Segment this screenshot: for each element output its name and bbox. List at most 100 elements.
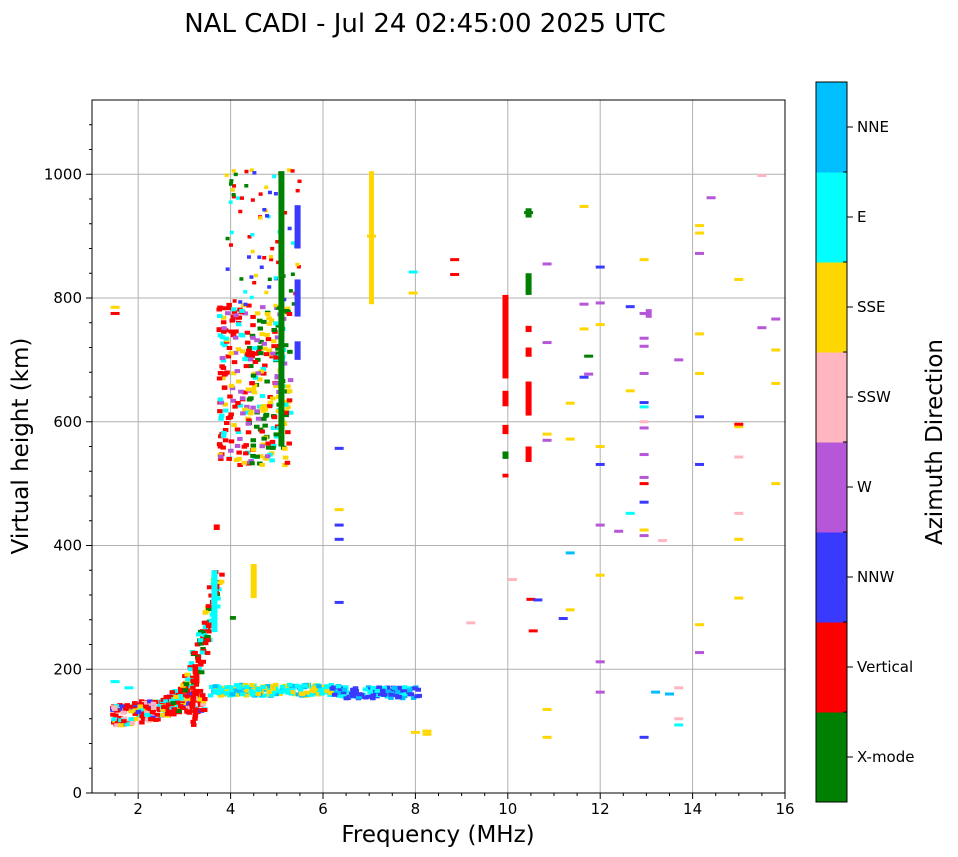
echo-point xyxy=(133,716,139,721)
echo-point xyxy=(198,707,204,712)
echo-point xyxy=(218,416,224,421)
echo-point xyxy=(255,371,261,376)
echo-column xyxy=(294,205,301,249)
x-tick-label: 8 xyxy=(411,800,421,818)
x-axis-ticks: 2 4 6 8 10 12 14 16 xyxy=(114,793,795,818)
echo-point xyxy=(284,460,291,465)
y-axis-label: Virtual height (km) xyxy=(8,338,34,555)
echo-point xyxy=(295,692,302,697)
echo-point xyxy=(265,445,272,450)
echo-point xyxy=(260,366,266,371)
echo-point xyxy=(584,354,594,358)
echo-point xyxy=(450,258,460,262)
echo-point xyxy=(338,688,345,693)
x-tick-label: 2 xyxy=(133,800,143,818)
echo-point xyxy=(329,686,336,691)
echo-point xyxy=(422,732,432,736)
echo-point xyxy=(243,364,250,369)
echo-point xyxy=(261,436,267,441)
echo-point xyxy=(324,684,330,689)
echo-point xyxy=(255,416,262,421)
echo-point xyxy=(335,690,342,695)
echo-point xyxy=(296,684,302,689)
echo-point xyxy=(220,320,227,325)
echo-point xyxy=(275,351,281,356)
echo-point xyxy=(161,705,167,710)
echo-point xyxy=(233,683,240,688)
echo-point xyxy=(526,597,536,601)
echo-point xyxy=(249,295,254,300)
echo-point xyxy=(270,246,275,251)
echo-point xyxy=(280,689,287,694)
echo-point xyxy=(192,670,199,675)
echo-point xyxy=(150,701,157,706)
echo-point xyxy=(286,311,293,316)
echo-point xyxy=(178,696,184,701)
echo-column xyxy=(502,424,509,435)
echo-point xyxy=(367,689,373,694)
echo-point xyxy=(249,168,254,172)
x-tick-label: 6 xyxy=(318,800,328,818)
echo-point xyxy=(249,354,255,359)
echo-point xyxy=(114,718,121,723)
echo-point xyxy=(639,528,649,532)
echo-point xyxy=(771,317,781,321)
echo-point xyxy=(319,691,325,696)
echo-point xyxy=(285,405,291,410)
echo-point xyxy=(238,300,243,304)
echo-point xyxy=(144,712,150,717)
echo-point xyxy=(297,688,304,693)
echo-point xyxy=(236,196,241,200)
echo-point xyxy=(658,539,668,543)
echo-point xyxy=(259,265,264,269)
echo-point xyxy=(128,717,134,722)
echo-point xyxy=(392,686,398,691)
echo-point xyxy=(273,381,279,386)
x-tick-label: 16 xyxy=(775,800,794,818)
echo-point xyxy=(269,354,275,359)
echo-point xyxy=(190,678,196,683)
echo-point xyxy=(259,332,266,337)
echo-point xyxy=(639,500,649,504)
echo-point xyxy=(264,214,269,218)
colorbar-segment xyxy=(816,352,847,443)
echo-point xyxy=(184,694,190,699)
echo-point xyxy=(579,302,589,306)
echo-point xyxy=(396,685,403,690)
echo-point xyxy=(293,683,299,688)
echo-point xyxy=(206,629,212,634)
echo-point xyxy=(639,344,649,348)
echo-point xyxy=(734,277,744,281)
echo-column xyxy=(229,616,236,620)
echo-point xyxy=(129,720,136,725)
echo-point xyxy=(221,430,227,435)
echo-point xyxy=(757,173,767,177)
y-axis-ticks: 0 200 400 600 800 1000 xyxy=(44,124,92,802)
echo-point xyxy=(225,354,232,359)
echo-column xyxy=(211,570,218,633)
echo-point xyxy=(216,685,223,690)
echo-point xyxy=(250,443,257,448)
echo-point xyxy=(238,209,243,214)
echo-point xyxy=(216,442,223,447)
echo-point xyxy=(734,422,744,426)
echo-point xyxy=(398,688,404,693)
echo-point xyxy=(260,305,266,310)
echo-point xyxy=(241,460,247,465)
echo-point xyxy=(244,330,251,335)
echo-point xyxy=(262,423,268,428)
echo-point xyxy=(124,722,130,727)
echo-point xyxy=(266,316,272,321)
echo-point xyxy=(147,699,153,704)
echo-point xyxy=(734,537,744,541)
echo-point xyxy=(201,620,208,625)
echo-point xyxy=(248,408,254,413)
echo-point xyxy=(639,735,649,739)
echo-point xyxy=(237,463,243,468)
echo-point xyxy=(249,275,254,279)
echo-point xyxy=(734,511,744,515)
echo-point xyxy=(734,455,744,459)
echo-point xyxy=(410,696,417,701)
echo-point xyxy=(232,350,239,355)
echo-point xyxy=(229,692,236,697)
